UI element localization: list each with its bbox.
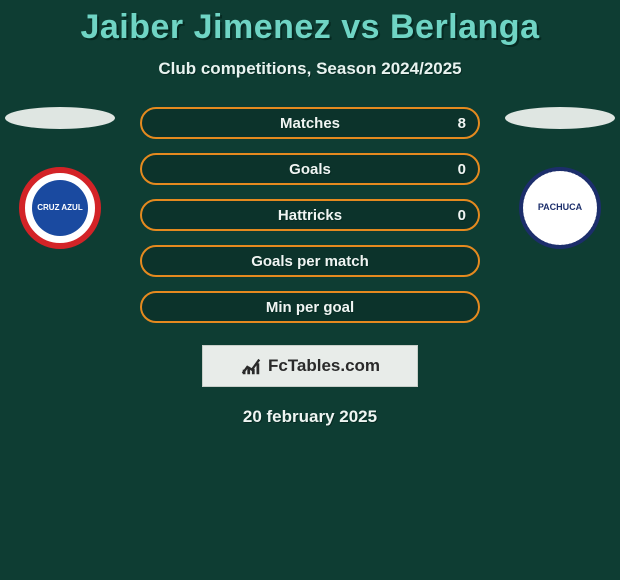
date-text: 20 february 2025 (0, 407, 620, 427)
comparison-panel: CRUZ AZUL PACHUCA Matches8Goals0Hattrick… (0, 107, 620, 427)
club-badge-right: PACHUCA (519, 167, 601, 249)
stat-row: Goals per match (140, 245, 480, 277)
stat-label: Hattricks (278, 207, 342, 224)
stat-right-value: 0 (458, 161, 466, 178)
stat-right-value: 0 (458, 207, 466, 224)
player-right-column: PACHUCA (500, 107, 620, 249)
player-left-oval (5, 107, 115, 129)
stat-row: Matches 8 (140, 107, 480, 139)
watermark: FcTables.com (202, 345, 418, 387)
stats-list: Matches 8 Goals 0 Hattricks 0 Goals per match M… (140, 107, 480, 323)
page-title: Jaiber Jimenez vs Berlanga (0, 0, 620, 47)
stat-label: Goals (289, 161, 331, 178)
player-left-column: CRUZ AZUL (0, 107, 120, 249)
player-right-oval (505, 107, 615, 129)
stat-label: Matches (280, 115, 340, 132)
stat-label: Min per goal (266, 299, 354, 316)
club-badge-right-label: PACHUCA (538, 203, 582, 213)
stat-row: Hattricks 0 (140, 199, 480, 231)
chart-icon (240, 355, 262, 377)
club-badge-left: CRUZ AZUL (19, 167, 101, 249)
watermark-text: FcTables.com (268, 356, 380, 376)
stat-right-value: 8 (458, 115, 466, 132)
subtitle: Club competitions, Season 2024/2025 (0, 59, 620, 79)
stat-row: Min per goal (140, 291, 480, 323)
stat-label: Goals per match (251, 253, 369, 270)
club-badge-left-inner: CRUZ AZUL (32, 180, 88, 236)
stat-row: Goals 0 (140, 153, 480, 185)
